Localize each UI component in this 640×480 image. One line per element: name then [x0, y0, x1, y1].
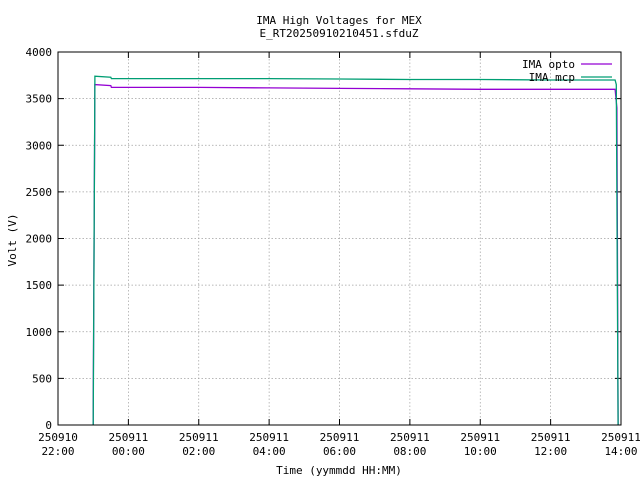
series-line-1	[92, 75, 619, 426]
legend-label: IMA opto	[522, 58, 575, 71]
x-tick-time-label: 00:00	[112, 445, 145, 458]
series-lines	[92, 75, 619, 426]
y-tick-label: 500	[32, 372, 52, 385]
y-tick-label: 0	[45, 419, 52, 432]
series-line-0	[92, 83, 619, 426]
axis-ticks: 0 500 1000 1500 2000 2500 3000 3500 4000 25091022…	[26, 46, 640, 458]
y-tick-label: 1000	[26, 326, 53, 339]
x-tick-time-label: 10:00	[464, 445, 497, 458]
chart-title: IMA High Voltages for MEX	[256, 14, 422, 27]
x-tick-time-label: 22:00	[41, 445, 74, 458]
x-tick-date-label: 250911	[109, 431, 149, 444]
y-tick-label: 3000	[26, 139, 53, 152]
grid	[58, 52, 621, 425]
x-tick-date-label: 250911	[601, 431, 640, 444]
chart-subtitle: E_RT20250910210451.sfduZ	[260, 27, 419, 40]
x-tick-time-label: 02:00	[182, 445, 215, 458]
legend-label: IMA mcp	[529, 71, 575, 84]
x-tick-date-label: 250911	[390, 431, 430, 444]
x-axis-label: Time (yymmdd HH:MM)	[276, 464, 402, 477]
x-tick-date-label: 250911	[320, 431, 360, 444]
x-tick-time-label: 12:00	[534, 445, 567, 458]
y-axis-label: Volt (V)	[6, 214, 19, 267]
x-tick-date-label: 250910	[38, 431, 78, 444]
x-tick-date-label: 250911	[179, 431, 219, 444]
x-tick-time-label: 04:00	[253, 445, 286, 458]
y-tick-label: 4000	[26, 46, 53, 59]
x-tick-date-label: 250911	[460, 431, 500, 444]
x-tick-date-label: 250911	[531, 431, 571, 444]
x-tick-time-label: 08:00	[393, 445, 426, 458]
plot-frame	[57, 51, 622, 426]
x-tick-time-label: 14:00	[604, 445, 637, 458]
y-tick-label: 3500	[26, 93, 53, 106]
y-tick-label: 2500	[26, 186, 53, 199]
y-tick-label: 2000	[26, 233, 53, 246]
y-tick-label: 1500	[26, 279, 53, 292]
x-tick-date-label: 250911	[249, 431, 289, 444]
x-tick-time-label: 06:00	[323, 445, 356, 458]
